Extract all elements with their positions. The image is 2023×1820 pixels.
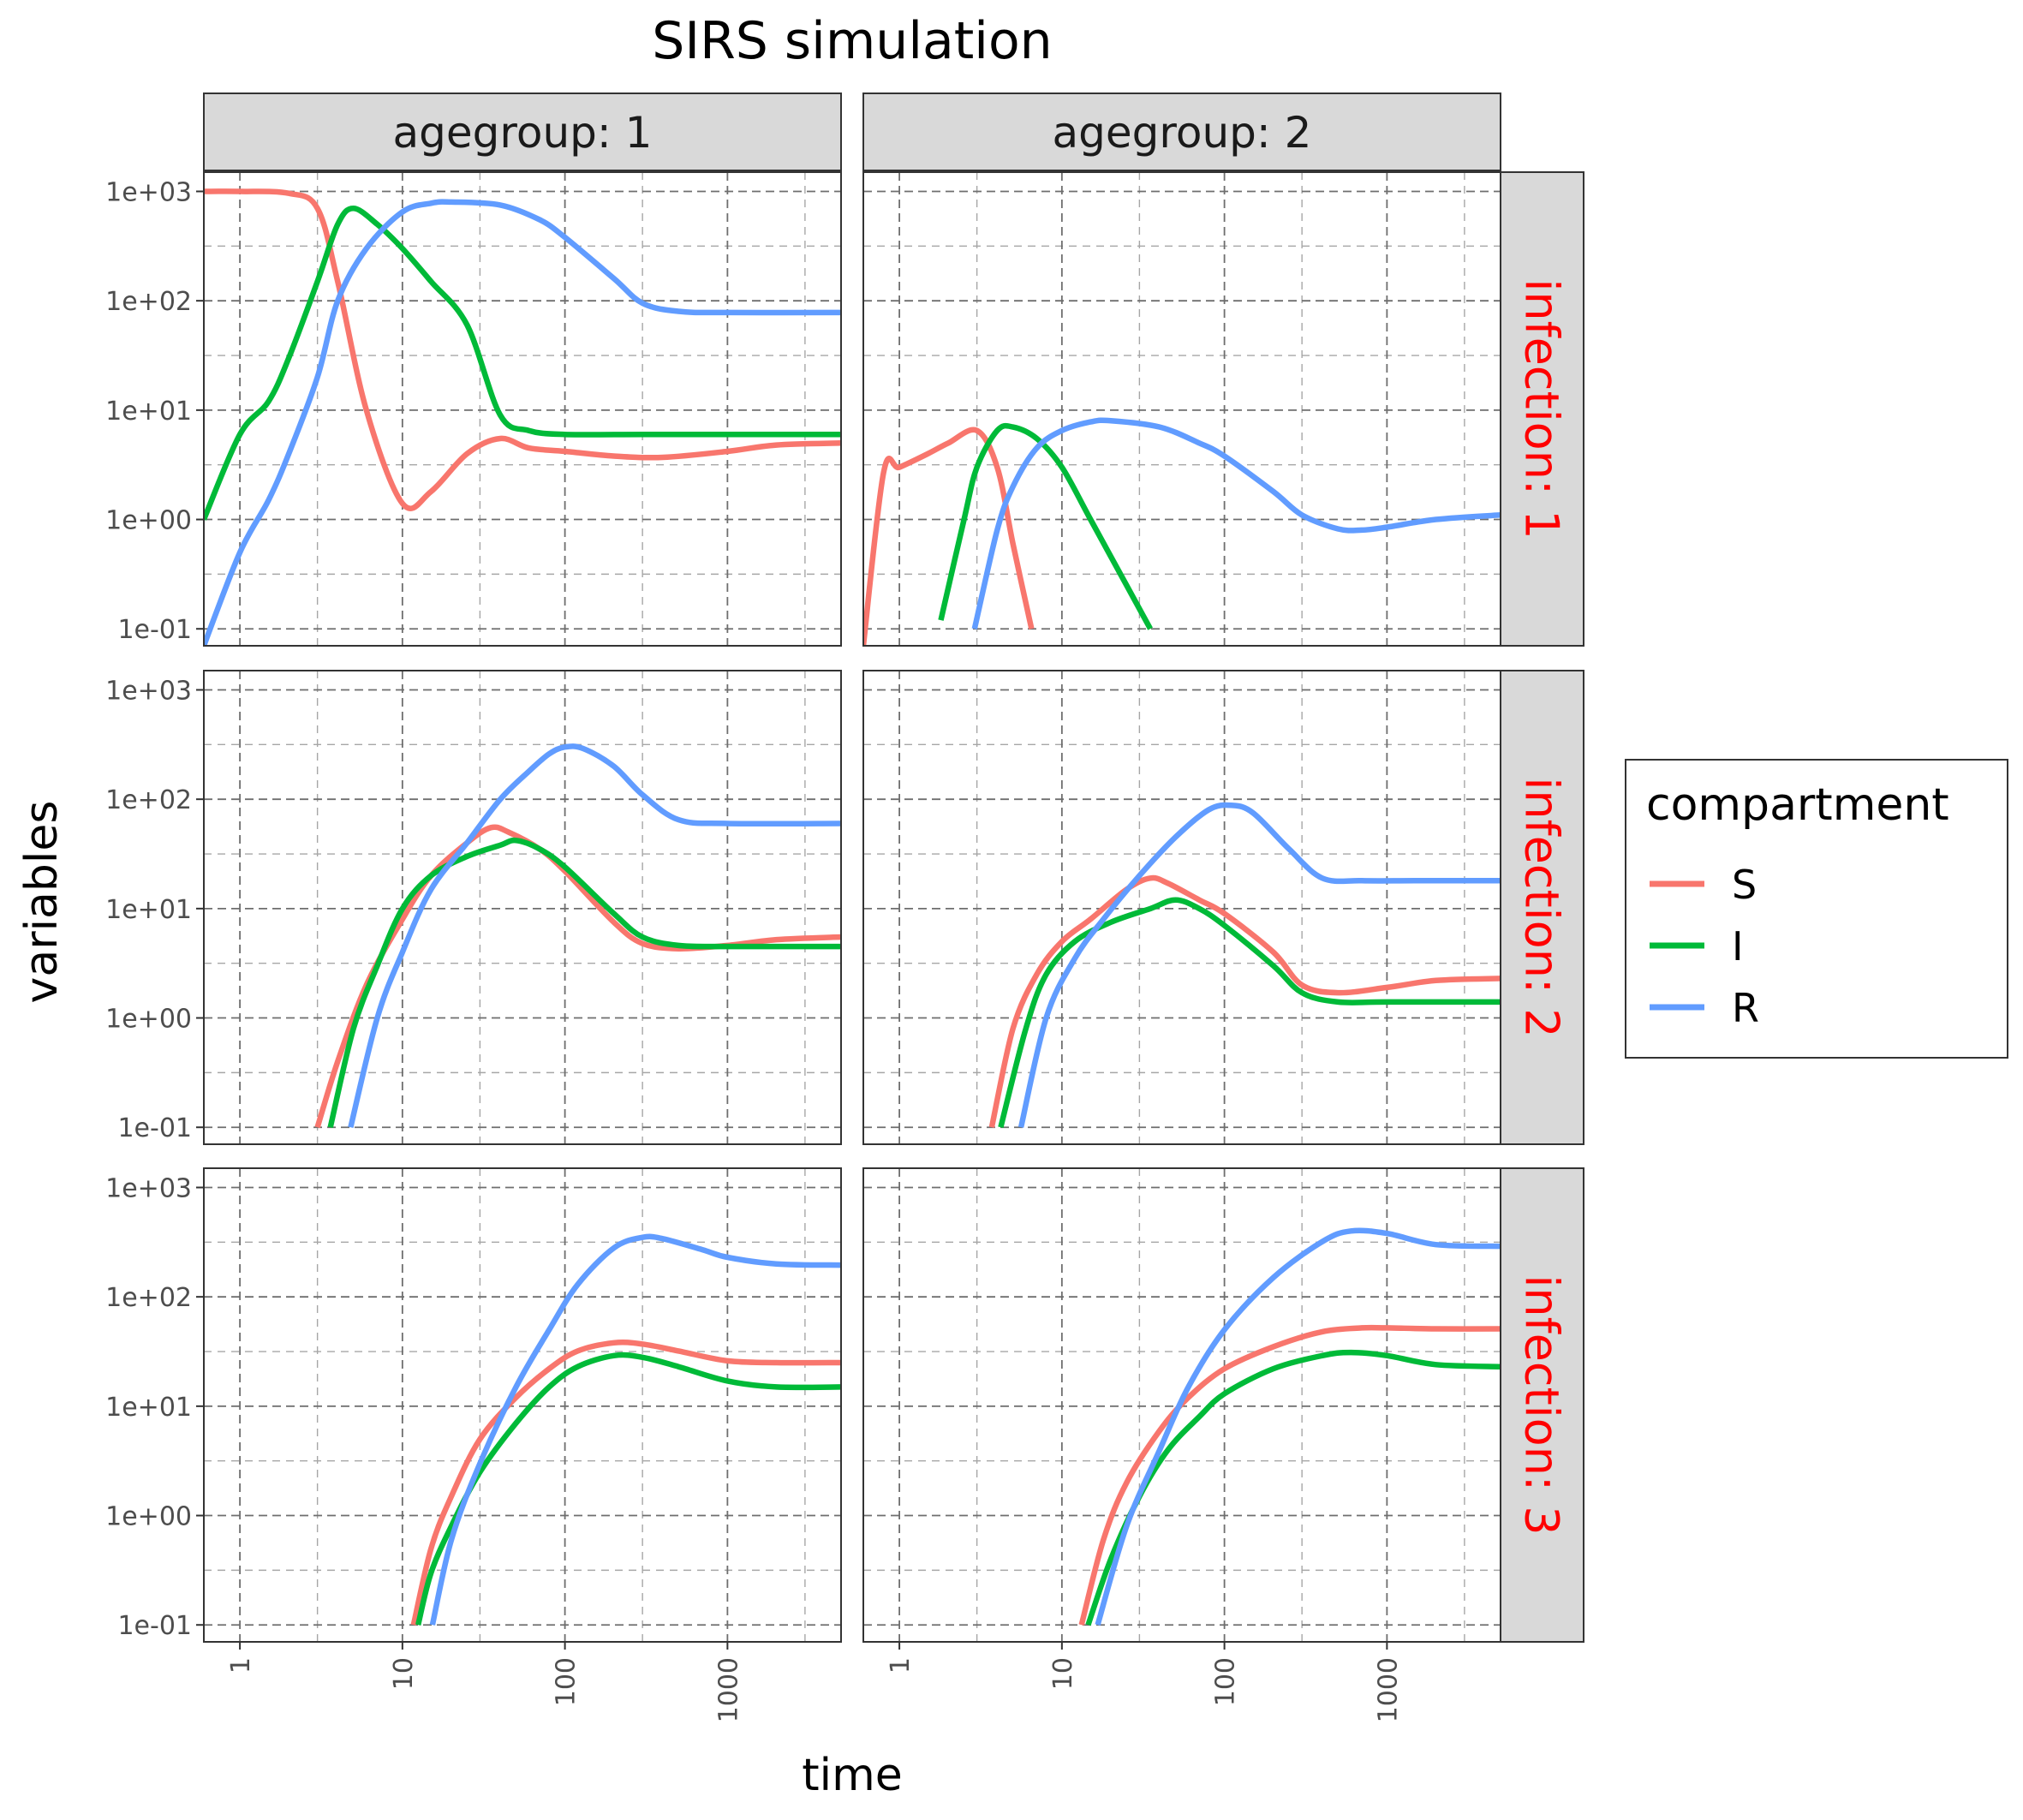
y-tick-label: 1e+01 [105, 895, 192, 925]
series-line-S [1078, 1324, 1501, 1626]
y-tick-label: 1e+02 [105, 287, 192, 317]
series-line-R [1017, 802, 1501, 1128]
panel-border [203, 670, 842, 1145]
x-tick-label: 10 [389, 1657, 419, 1690]
legend-entries: SIR [1650, 862, 1759, 1031]
y-tick-label: 1e+00 [105, 506, 192, 536]
facet-panel [862, 1167, 1501, 1643]
x-tick-label: 100 [1211, 1657, 1241, 1706]
panel-grid [204, 1168, 841, 1642]
legend-label-S: S [1732, 862, 1757, 908]
panel-background [204, 671, 841, 1144]
series-line-S [410, 1340, 841, 1626]
panel-series [863, 417, 1501, 646]
series-line-I [998, 897, 1501, 1129]
panel-grid [863, 671, 1501, 1144]
series-line-I [415, 1352, 841, 1626]
series-line-R [1095, 1227, 1501, 1626]
row-strip [1500, 670, 1584, 1145]
facet-panel [203, 670, 842, 1145]
series-line-I [938, 422, 1153, 630]
facet-panel [862, 171, 1501, 647]
panel-series [988, 802, 1501, 1129]
panel-grid [863, 172, 1501, 646]
column-strip-label: agegroup: 2 [1053, 108, 1312, 158]
row-strip [1500, 171, 1584, 647]
y-tick-label: 1e+01 [105, 397, 192, 427]
legend: compartment SIR [1625, 759, 2008, 1059]
y-tick-label: 1e-01 [117, 1113, 192, 1143]
panel-border [203, 171, 842, 647]
y-tick-label: 1e+02 [105, 785, 192, 815]
y-tick-label: 1e+02 [105, 1283, 192, 1313]
x-tick-label: 10 [1048, 1657, 1078, 1690]
panel-border [203, 1167, 842, 1643]
x-tick-label: 1000 [713, 1657, 743, 1722]
panel-background [863, 172, 1501, 646]
series-line-S [988, 874, 1501, 1128]
column-strip [203, 92, 842, 171]
series-line-R [348, 743, 841, 1128]
series-line-I [327, 837, 841, 1128]
panel-background [204, 172, 841, 646]
facet-panel [203, 171, 842, 647]
x-axis-title: time [802, 1750, 902, 1801]
column-strip [862, 92, 1501, 171]
facet-panel [862, 670, 1501, 1145]
legend-title: compartment [1646, 779, 1949, 831]
y-tick-label: 1e+00 [105, 1502, 192, 1532]
panels-layer: agegroup: 1 agegroup: 2 infection: 1 infect… [105, 92, 1584, 1722]
panel-background [204, 1168, 841, 1642]
x-tick-label: 1000 [1373, 1657, 1403, 1722]
panel-series [1078, 1227, 1501, 1626]
y-tick-label: 1e+03 [105, 1173, 192, 1203]
y-tick-label: 1e-01 [117, 1611, 192, 1641]
facet-panel [203, 1167, 842, 1643]
column-strip-label: agegroup: 1 [393, 108, 653, 158]
y-tick-label: 1e+00 [105, 1005, 192, 1035]
y-tick-label: 1e+03 [105, 676, 192, 706]
legend-label-R: R [1732, 985, 1759, 1031]
series-line-R [204, 199, 841, 646]
y-axis-title: variables [16, 801, 68, 1004]
y-tick-label: 1e+01 [105, 1393, 192, 1423]
series-line-S [863, 427, 1035, 646]
panel-series [314, 743, 841, 1129]
x-tick-label: 1 [226, 1657, 256, 1674]
row-strip [1500, 1167, 1584, 1643]
y-tick-label: 1e+03 [105, 177, 192, 207]
panel-series [410, 1233, 841, 1626]
series-line-S [204, 188, 841, 511]
panel-grid [204, 172, 841, 646]
series-line-R [429, 1233, 841, 1626]
panel-series [204, 188, 841, 646]
legend-label-I: I [1732, 923, 1744, 970]
series-line-R [971, 417, 1501, 630]
row-strip-label: infection: 3 [1515, 1274, 1569, 1535]
x-tick-label: 1 [886, 1657, 916, 1674]
row-strip-label: infection: 1 [1515, 278, 1569, 539]
row-strip-label: infection: 2 [1515, 777, 1569, 1037]
series-line-I [204, 206, 841, 521]
x-tick-label: 100 [552, 1657, 582, 1706]
panel-background [863, 671, 1501, 1144]
y-tick-label: 1e-01 [117, 615, 192, 645]
plot-title: SIRS simulation [652, 11, 1052, 71]
